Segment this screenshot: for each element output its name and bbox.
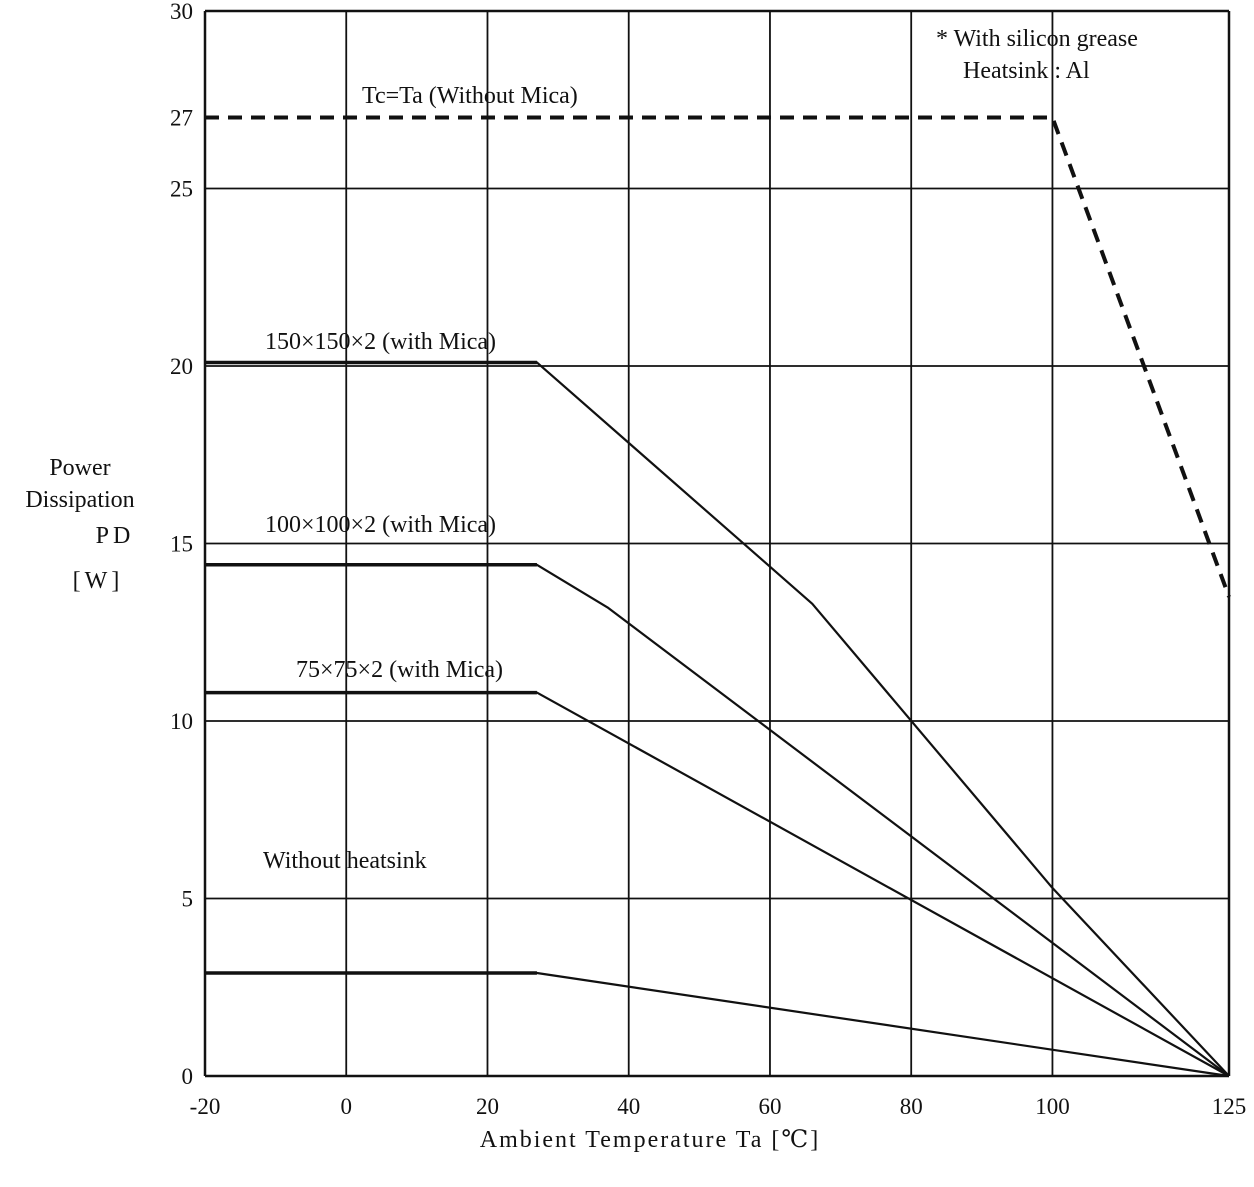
series-label-75: 75×75×2 (with Mica)	[296, 657, 503, 683]
x-tick-label: 40	[617, 1094, 640, 1119]
y-axis-title-line-2: Dissipation	[25, 487, 134, 513]
series-label-150: 150×150×2 (with Mica)	[265, 329, 496, 355]
y-tick-label: 25	[170, 177, 193, 202]
y-tick-label: 20	[170, 354, 193, 379]
y-tick-label: 30	[170, 0, 193, 24]
note-silicon-grease: * With silicon grease	[936, 26, 1138, 52]
series-line-5	[205, 971, 1230, 1078]
y-axis-title-line-3: PD	[96, 523, 135, 549]
x-tick-label: 0	[340, 1094, 352, 1119]
series-line-4	[205, 691, 1230, 1077]
series-layer	[205, 115, 1231, 1078]
y-axis-title-line-4: [W]	[73, 568, 124, 594]
x-tick-label: 80	[900, 1094, 923, 1119]
y-axis-title-line-1: Power	[49, 455, 110, 481]
x-tick-label: -20	[190, 1094, 221, 1119]
y-tick-label: 0	[182, 1064, 194, 1089]
series-line-2	[205, 361, 1230, 1077]
grid	[203, 9, 1231, 1078]
y-axis-title: Power Dissipation PD [W]	[25, 455, 134, 594]
x-tick-label: 20	[476, 1094, 499, 1119]
x-tick-label: 60	[758, 1094, 781, 1119]
x-axis-title: Ambient Temperature Ta [℃]	[480, 1127, 821, 1153]
series-label-tc-ta: Tc=Ta (Without Mica)	[362, 83, 578, 109]
tick-labels: -20 0 20 40 60 80 100 125 0 5 10 15 20 25 27 30	[170, 0, 1246, 1119]
series-label-without-heatsink: Without heatsink	[263, 848, 427, 874]
x-tick-label: 100	[1035, 1094, 1070, 1119]
y-tick-label: 27	[170, 106, 193, 131]
note-heatsink: Heatsink : Al	[963, 58, 1090, 84]
series-line-1	[205, 115, 1231, 598]
x-tick-label: 125	[1212, 1094, 1247, 1119]
y-tick-label: 5	[182, 887, 194, 912]
y-tick-label: 15	[170, 532, 193, 557]
y-tick-label: 10	[170, 709, 193, 734]
series-label-100: 100×100×2 (with Mica)	[265, 512, 496, 538]
